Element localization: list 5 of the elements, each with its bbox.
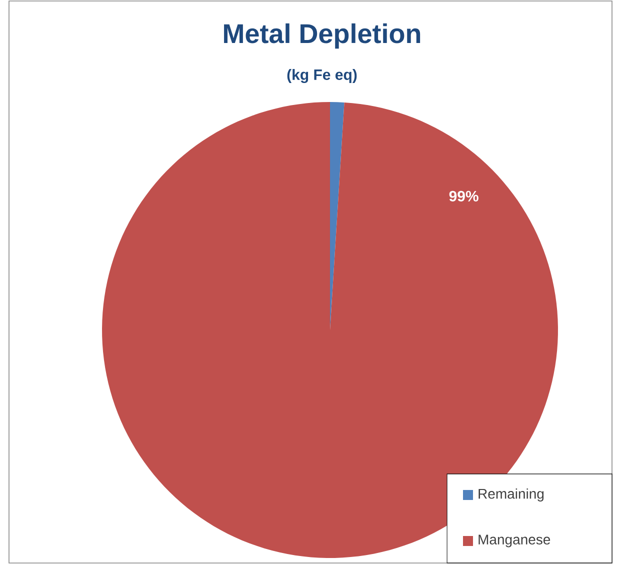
data-label: 99% [449,190,478,202]
legend-label: Manganese [478,534,550,548]
chart-subtitle: (kg Fe eq) [287,68,357,84]
legend-label: Remaining [478,488,544,502]
chart-title: Metal Depletion [224,23,420,49]
